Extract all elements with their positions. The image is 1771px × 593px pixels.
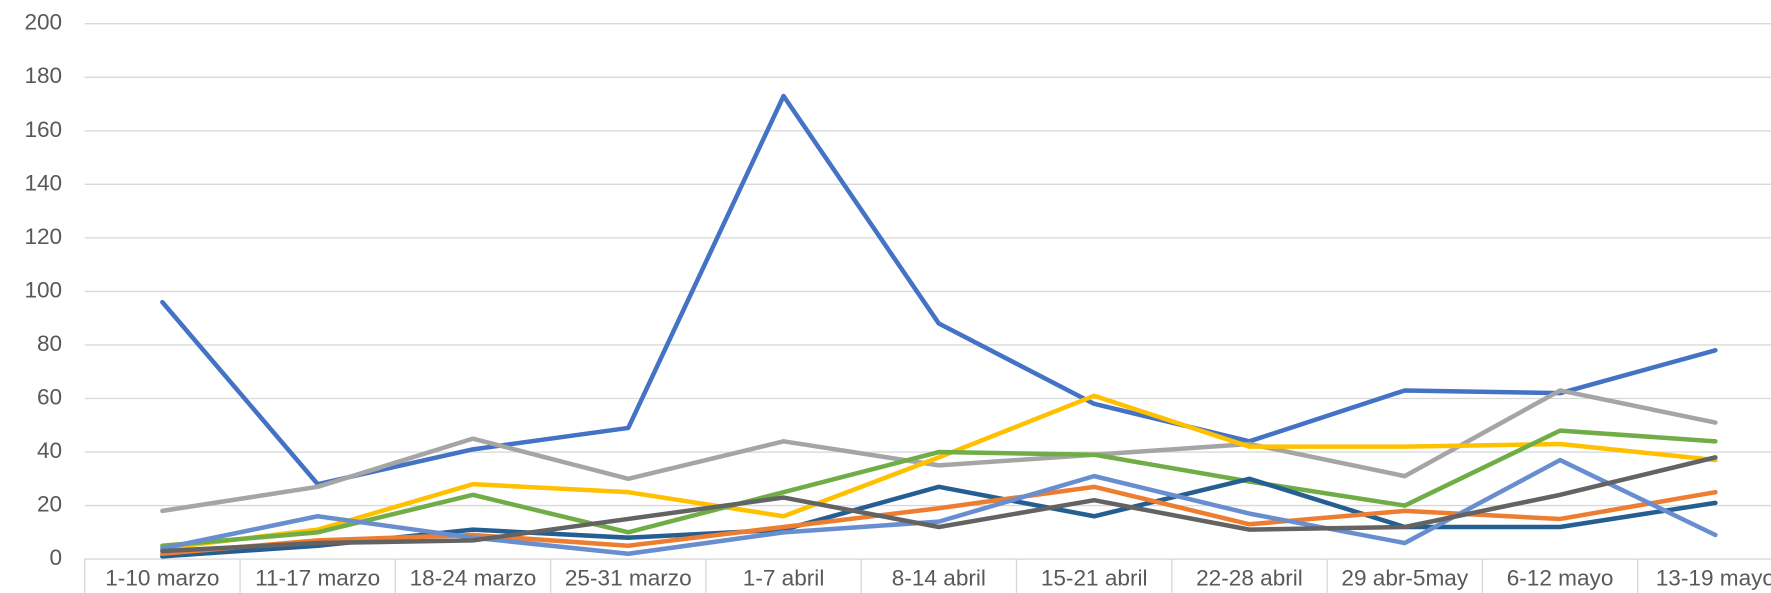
y-tick-label: 80: [37, 331, 62, 356]
series-line: [160, 428, 1718, 548]
y-tick-label: 60: [37, 384, 62, 409]
y-tick-label: 120: [24, 224, 62, 249]
x-tick-label: 1-10 marzo: [105, 565, 219, 590]
x-tick-label: 25-31 marzo: [565, 565, 692, 590]
x-tick-label: 29 abr-5may: [1341, 565, 1468, 590]
y-tick-label: 40: [37, 438, 62, 463]
y-tick-label: 160: [24, 117, 62, 142]
x-tick-label: 22-28 abril: [1196, 565, 1303, 590]
x-tick-label: 6-12 mayo: [1507, 565, 1614, 590]
y-tick-label: 140: [24, 170, 62, 195]
x-tick-label: 1-7 abril: [743, 565, 825, 590]
x-tick-label: 15-21 abril: [1041, 565, 1148, 590]
x-tick-label: 11-17 marzo: [255, 565, 380, 590]
x-tick-label: 8-14 abril: [892, 565, 986, 590]
series-line: [160, 93, 1718, 487]
y-tick-label: 100: [24, 277, 62, 302]
series-line: [160, 393, 1718, 551]
series-line: [160, 455, 1718, 554]
y-tick-label: 200: [24, 10, 62, 35]
y-tick-label: 20: [37, 492, 62, 517]
series-line: [160, 476, 1718, 559]
x-tick-label: 18-24 marzo: [410, 565, 537, 590]
y-tick-label: 180: [24, 63, 62, 88]
x-tick-label: 13-19 mayo: [1656, 565, 1771, 590]
y-tick-label: 0: [50, 545, 63, 570]
